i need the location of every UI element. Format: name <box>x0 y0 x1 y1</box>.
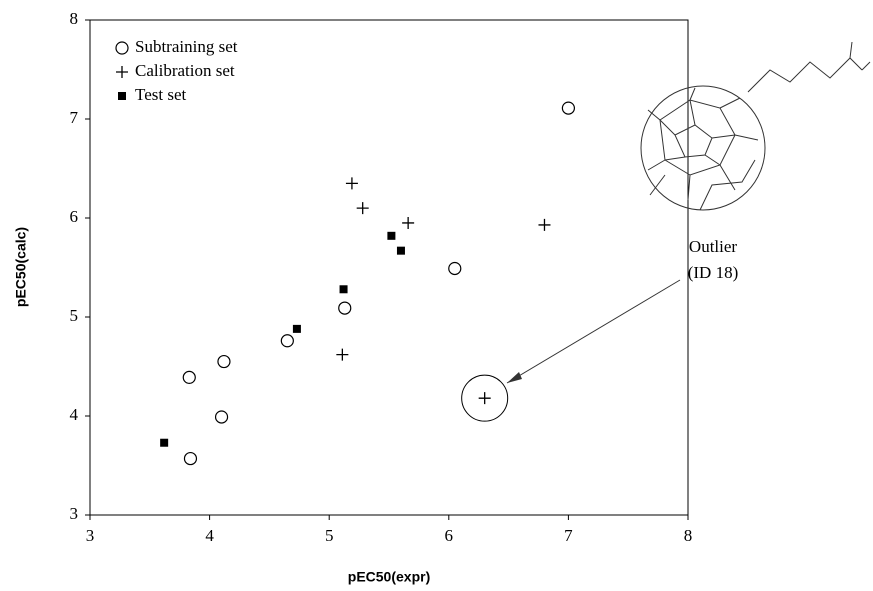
y-tick-label: 6 <box>70 207 79 226</box>
point <box>214 410 229 424</box>
y-tick-label: 8 <box>70 9 79 28</box>
legend-marker <box>118 92 126 100</box>
point <box>338 301 352 315</box>
point <box>160 438 169 447</box>
point <box>402 216 415 229</box>
point <box>217 354 231 369</box>
annotation-text: (ID 18) <box>688 263 739 282</box>
y-tick-label: 4 <box>70 405 79 424</box>
x-tick-label: 7 <box>564 526 573 545</box>
x-tick-label: 6 <box>445 526 454 545</box>
point <box>292 324 301 333</box>
point <box>538 218 551 231</box>
legend-marker <box>115 41 129 55</box>
point <box>448 261 462 276</box>
plot-frame <box>89 19 689 516</box>
x-tick-label: 8 <box>684 526 693 545</box>
annotation-arrow <box>506 279 681 384</box>
point <box>336 348 349 361</box>
y-tick-label: 3 <box>70 504 79 523</box>
point <box>280 334 294 348</box>
legend-label: Test set <box>135 85 186 104</box>
x-tick-label: 3 <box>86 526 95 545</box>
outlier-highlight <box>461 374 509 422</box>
y-tick-label: 5 <box>70 306 79 325</box>
y-tick-label: 7 <box>70 108 79 127</box>
x-tick-label: 4 <box>205 526 214 545</box>
point <box>345 177 358 190</box>
x-axis-label: pEC50(expr) <box>348 569 430 585</box>
point <box>182 370 196 384</box>
x-tick-label: 5 <box>325 526 334 545</box>
legend-label: Calibration set <box>135 61 235 80</box>
annotation-text: Outlier <box>689 237 737 256</box>
point <box>561 101 576 115</box>
legend-label: Subtraining set <box>135 37 238 56</box>
y-axis-label: pEC50(calc) <box>13 227 29 307</box>
point <box>396 246 405 255</box>
point <box>339 285 348 294</box>
arrow-head <box>507 372 522 383</box>
point <box>387 231 396 240</box>
point <box>183 451 198 466</box>
molecule-illustration <box>640 41 871 211</box>
point <box>478 392 491 405</box>
point <box>356 202 369 215</box>
legend-marker <box>116 66 128 78</box>
